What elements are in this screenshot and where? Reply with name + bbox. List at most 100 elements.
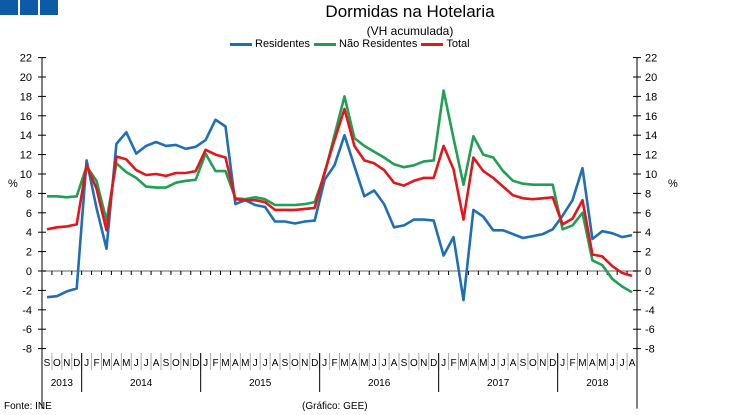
y-tick-label-left: 0 bbox=[26, 266, 32, 278]
x-year-label: 2014 bbox=[130, 378, 153, 389]
x-month-label: A bbox=[351, 358, 358, 369]
x-month-label: D bbox=[192, 358, 199, 369]
x-month-label: J bbox=[441, 358, 446, 369]
credit-note: (Gráfico: GEE) bbox=[302, 401, 368, 412]
y-tick-label-right: 0 bbox=[645, 266, 651, 278]
logo-block-2 bbox=[20, 0, 38, 15]
x-month-label: M bbox=[479, 358, 487, 369]
x-month-label: A bbox=[272, 358, 279, 369]
x-month-label: F bbox=[212, 358, 218, 369]
x-month-label: A bbox=[589, 358, 596, 369]
x-month-label: J bbox=[203, 358, 208, 369]
x-month-label: A bbox=[629, 358, 636, 369]
y-tick-label-right: 22 bbox=[645, 53, 657, 65]
y-tick-label-right: -8 bbox=[645, 344, 655, 356]
x-month-label: A bbox=[470, 358, 477, 369]
y-tick-label-right: 6 bbox=[645, 208, 651, 220]
x-month-label: J bbox=[382, 358, 387, 369]
logo-block-1 bbox=[0, 0, 18, 15]
y-tick-label-left: 20 bbox=[20, 72, 32, 84]
x-month-label: S bbox=[282, 358, 289, 369]
x-month-label: M bbox=[360, 358, 368, 369]
legend: Residentes Não Residentes Total bbox=[230, 38, 470, 50]
x-month-label: N bbox=[539, 358, 546, 369]
x-month-label: S bbox=[163, 358, 170, 369]
x-month-label: S bbox=[44, 358, 51, 369]
legend-label-total: Total bbox=[446, 38, 470, 50]
y-tick-label-left: 10 bbox=[20, 169, 32, 181]
y-tick-label-right: 14 bbox=[645, 130, 657, 142]
legend-swatch-residentes bbox=[230, 42, 252, 46]
x-month-label: N bbox=[420, 358, 427, 369]
x-month-label: A bbox=[232, 358, 239, 369]
x-month-label: M bbox=[102, 358, 110, 369]
x-month-label: O bbox=[172, 358, 180, 369]
x-month-label: S bbox=[401, 358, 408, 369]
y-tick-label-left: -8 bbox=[22, 344, 32, 356]
x-month-label: J bbox=[610, 358, 615, 369]
y-tick-label-right: 18 bbox=[645, 91, 657, 103]
legend-label-residentes: Residentes bbox=[255, 38, 311, 50]
x-month-label: J bbox=[620, 358, 625, 369]
chart-subtitle: (VH acumulada) bbox=[366, 24, 454, 38]
y-tick-label-left: -6 bbox=[22, 324, 32, 336]
y-tick-label-left: 2 bbox=[26, 247, 32, 259]
legend-swatch-nao-residentes bbox=[314, 42, 337, 46]
x-month-label: J bbox=[144, 358, 149, 369]
y-tick-label-right: 8 bbox=[645, 188, 651, 200]
y-tick-label-left: 12 bbox=[20, 150, 32, 162]
y-tick-label-right: 12 bbox=[645, 150, 657, 162]
y-tick-label-left: 6 bbox=[26, 208, 32, 220]
x-month-label: S bbox=[520, 358, 527, 369]
y-tick-label-left: 14 bbox=[20, 130, 32, 142]
x-month-label: O bbox=[529, 358, 537, 369]
y-tick-label-left: 8 bbox=[26, 188, 32, 200]
x-month-label: D bbox=[430, 358, 437, 369]
y-axis-label-right: % bbox=[668, 178, 678, 190]
y-tick-label-left: 16 bbox=[20, 111, 32, 123]
x-month-label: O bbox=[53, 358, 61, 369]
y-tick-label-left: -4 bbox=[22, 305, 32, 317]
x-year-label: 2017 bbox=[487, 378, 510, 389]
legend-swatch-total bbox=[421, 42, 444, 46]
y-tick-label-right: -6 bbox=[645, 324, 655, 336]
x-month-label: A bbox=[153, 358, 160, 369]
x-month-label: J bbox=[253, 358, 258, 369]
y-tick-label-right: -2 bbox=[645, 285, 655, 297]
y-tick-label-right: 4 bbox=[645, 227, 651, 239]
x-year-label: 2018 bbox=[586, 378, 609, 389]
x-month-label: F bbox=[569, 358, 575, 369]
x-month-label: F bbox=[93, 358, 99, 369]
x-month-label: J bbox=[372, 358, 377, 369]
x-month-label: M bbox=[241, 358, 249, 369]
x-month-label: J bbox=[134, 358, 139, 369]
y-tick-label-left: -2 bbox=[22, 285, 32, 297]
x-month-label: N bbox=[182, 358, 189, 369]
series-line-residentes bbox=[46, 118, 633, 302]
x-month-label: J bbox=[322, 358, 327, 369]
x-month-label: F bbox=[331, 358, 337, 369]
x-month-label: M bbox=[221, 358, 229, 369]
series-line-total bbox=[46, 107, 633, 278]
x-month-label: M bbox=[459, 358, 467, 369]
y-tick-label-right: 16 bbox=[645, 111, 657, 123]
x-month-label: O bbox=[410, 358, 418, 369]
x-month-label: O bbox=[291, 358, 299, 369]
x-month-label: M bbox=[122, 358, 130, 369]
chart-title: Dormidas na Hotelaria bbox=[325, 2, 495, 21]
x-month-label: A bbox=[510, 358, 517, 369]
y-tick-label-left: 18 bbox=[20, 91, 32, 103]
x-month-label: M bbox=[340, 358, 348, 369]
x-month-label: J bbox=[263, 358, 268, 369]
source-note: Fonte: INE bbox=[4, 401, 52, 412]
y-tick-label-left: 4 bbox=[26, 227, 32, 239]
x-month-label: M bbox=[598, 358, 606, 369]
x-month-label: J bbox=[84, 358, 89, 369]
y-tick-label-right: 10 bbox=[645, 169, 657, 181]
x-month-label: A bbox=[113, 358, 120, 369]
y-tick-label-right: 20 bbox=[645, 72, 657, 84]
y-axis-label-left: % bbox=[8, 178, 18, 190]
series-line-nao-residentes bbox=[47, 89, 633, 294]
x-year-label: 2016 bbox=[368, 378, 391, 389]
x-month-label: D bbox=[73, 358, 80, 369]
